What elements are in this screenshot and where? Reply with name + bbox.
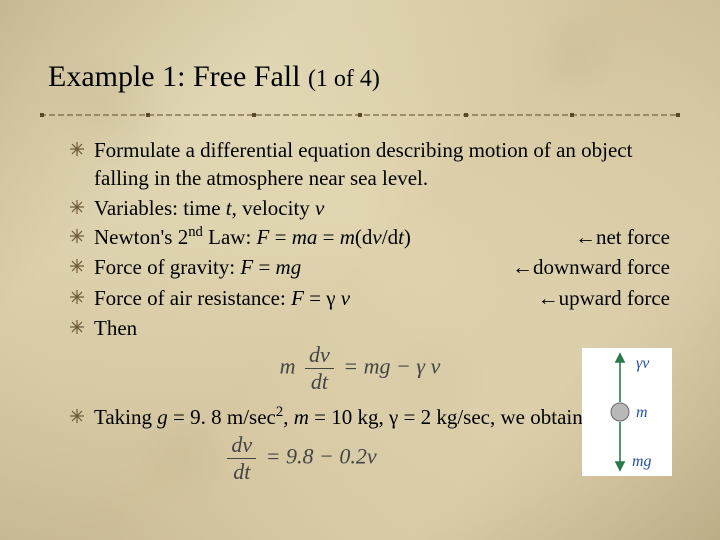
- svg-text:mg: mg: [632, 453, 652, 470]
- title-sub: (1 of 4): [308, 66, 380, 92]
- bullet-icon: [70, 320, 84, 334]
- slide-title: Example 1: Free Fall (1 of 4): [48, 60, 680, 94]
- divider: [40, 112, 680, 118]
- svg-text:m: m: [636, 404, 648, 421]
- bullet-icon: [70, 142, 84, 156]
- list-item: Variables: time t, velocity v: [70, 194, 670, 222]
- list-item: Taking g = 9. 8 m/sec2, m = 10 kg, γ = 2…: [70, 403, 670, 431]
- annotation-downward-force: ←downward force: [512, 253, 670, 282]
- bullet-text: Then: [94, 316, 137, 340]
- list-item: Newton's 2nd Law: F = ma = m(dv/dt) ←net…: [70, 223, 670, 252]
- list-item: Then: [70, 314, 670, 342]
- bullet-icon: [70, 290, 84, 304]
- bullet-text: Taking g = 9. 8 m/sec2, m = 10 kg, γ = 2…: [94, 405, 583, 429]
- bullet-text: Force of air resistance: F = γ v: [94, 284, 350, 313]
- bullet-text: Force of gravity: F = mg: [94, 253, 301, 282]
- svg-text:γv: γv: [636, 355, 650, 372]
- annotation-net-force: ←net force: [575, 223, 670, 252]
- bullet-icon: [70, 409, 84, 423]
- bullet-text: Variables: time t, velocity v: [94, 196, 324, 220]
- list-item: Formulate a differential equation descri…: [70, 136, 670, 193]
- annotation-upward-force: ←upward force: [538, 284, 670, 313]
- bullet-list: Formulate a differential equation descri…: [40, 136, 680, 342]
- bullet-icon: [70, 229, 84, 243]
- list-item: Force of gravity: F = mg ←downward force: [70, 253, 670, 282]
- free-body-diagram: γv m mg: [582, 348, 672, 476]
- list-item: Force of air resistance: F = γ v ←upward…: [70, 284, 670, 313]
- bullet-text: Newton's 2nd Law: F = ma = m(dv/dt): [94, 223, 411, 252]
- equation-2: dvdt = 9.8 − 0.2v: [0, 434, 680, 483]
- bullet-icon: [70, 259, 84, 273]
- title-main: Example 1: Free Fall: [48, 60, 300, 93]
- bullet-text: Formulate a differential equation descri…: [94, 138, 632, 190]
- bullet-icon: [70, 200, 84, 214]
